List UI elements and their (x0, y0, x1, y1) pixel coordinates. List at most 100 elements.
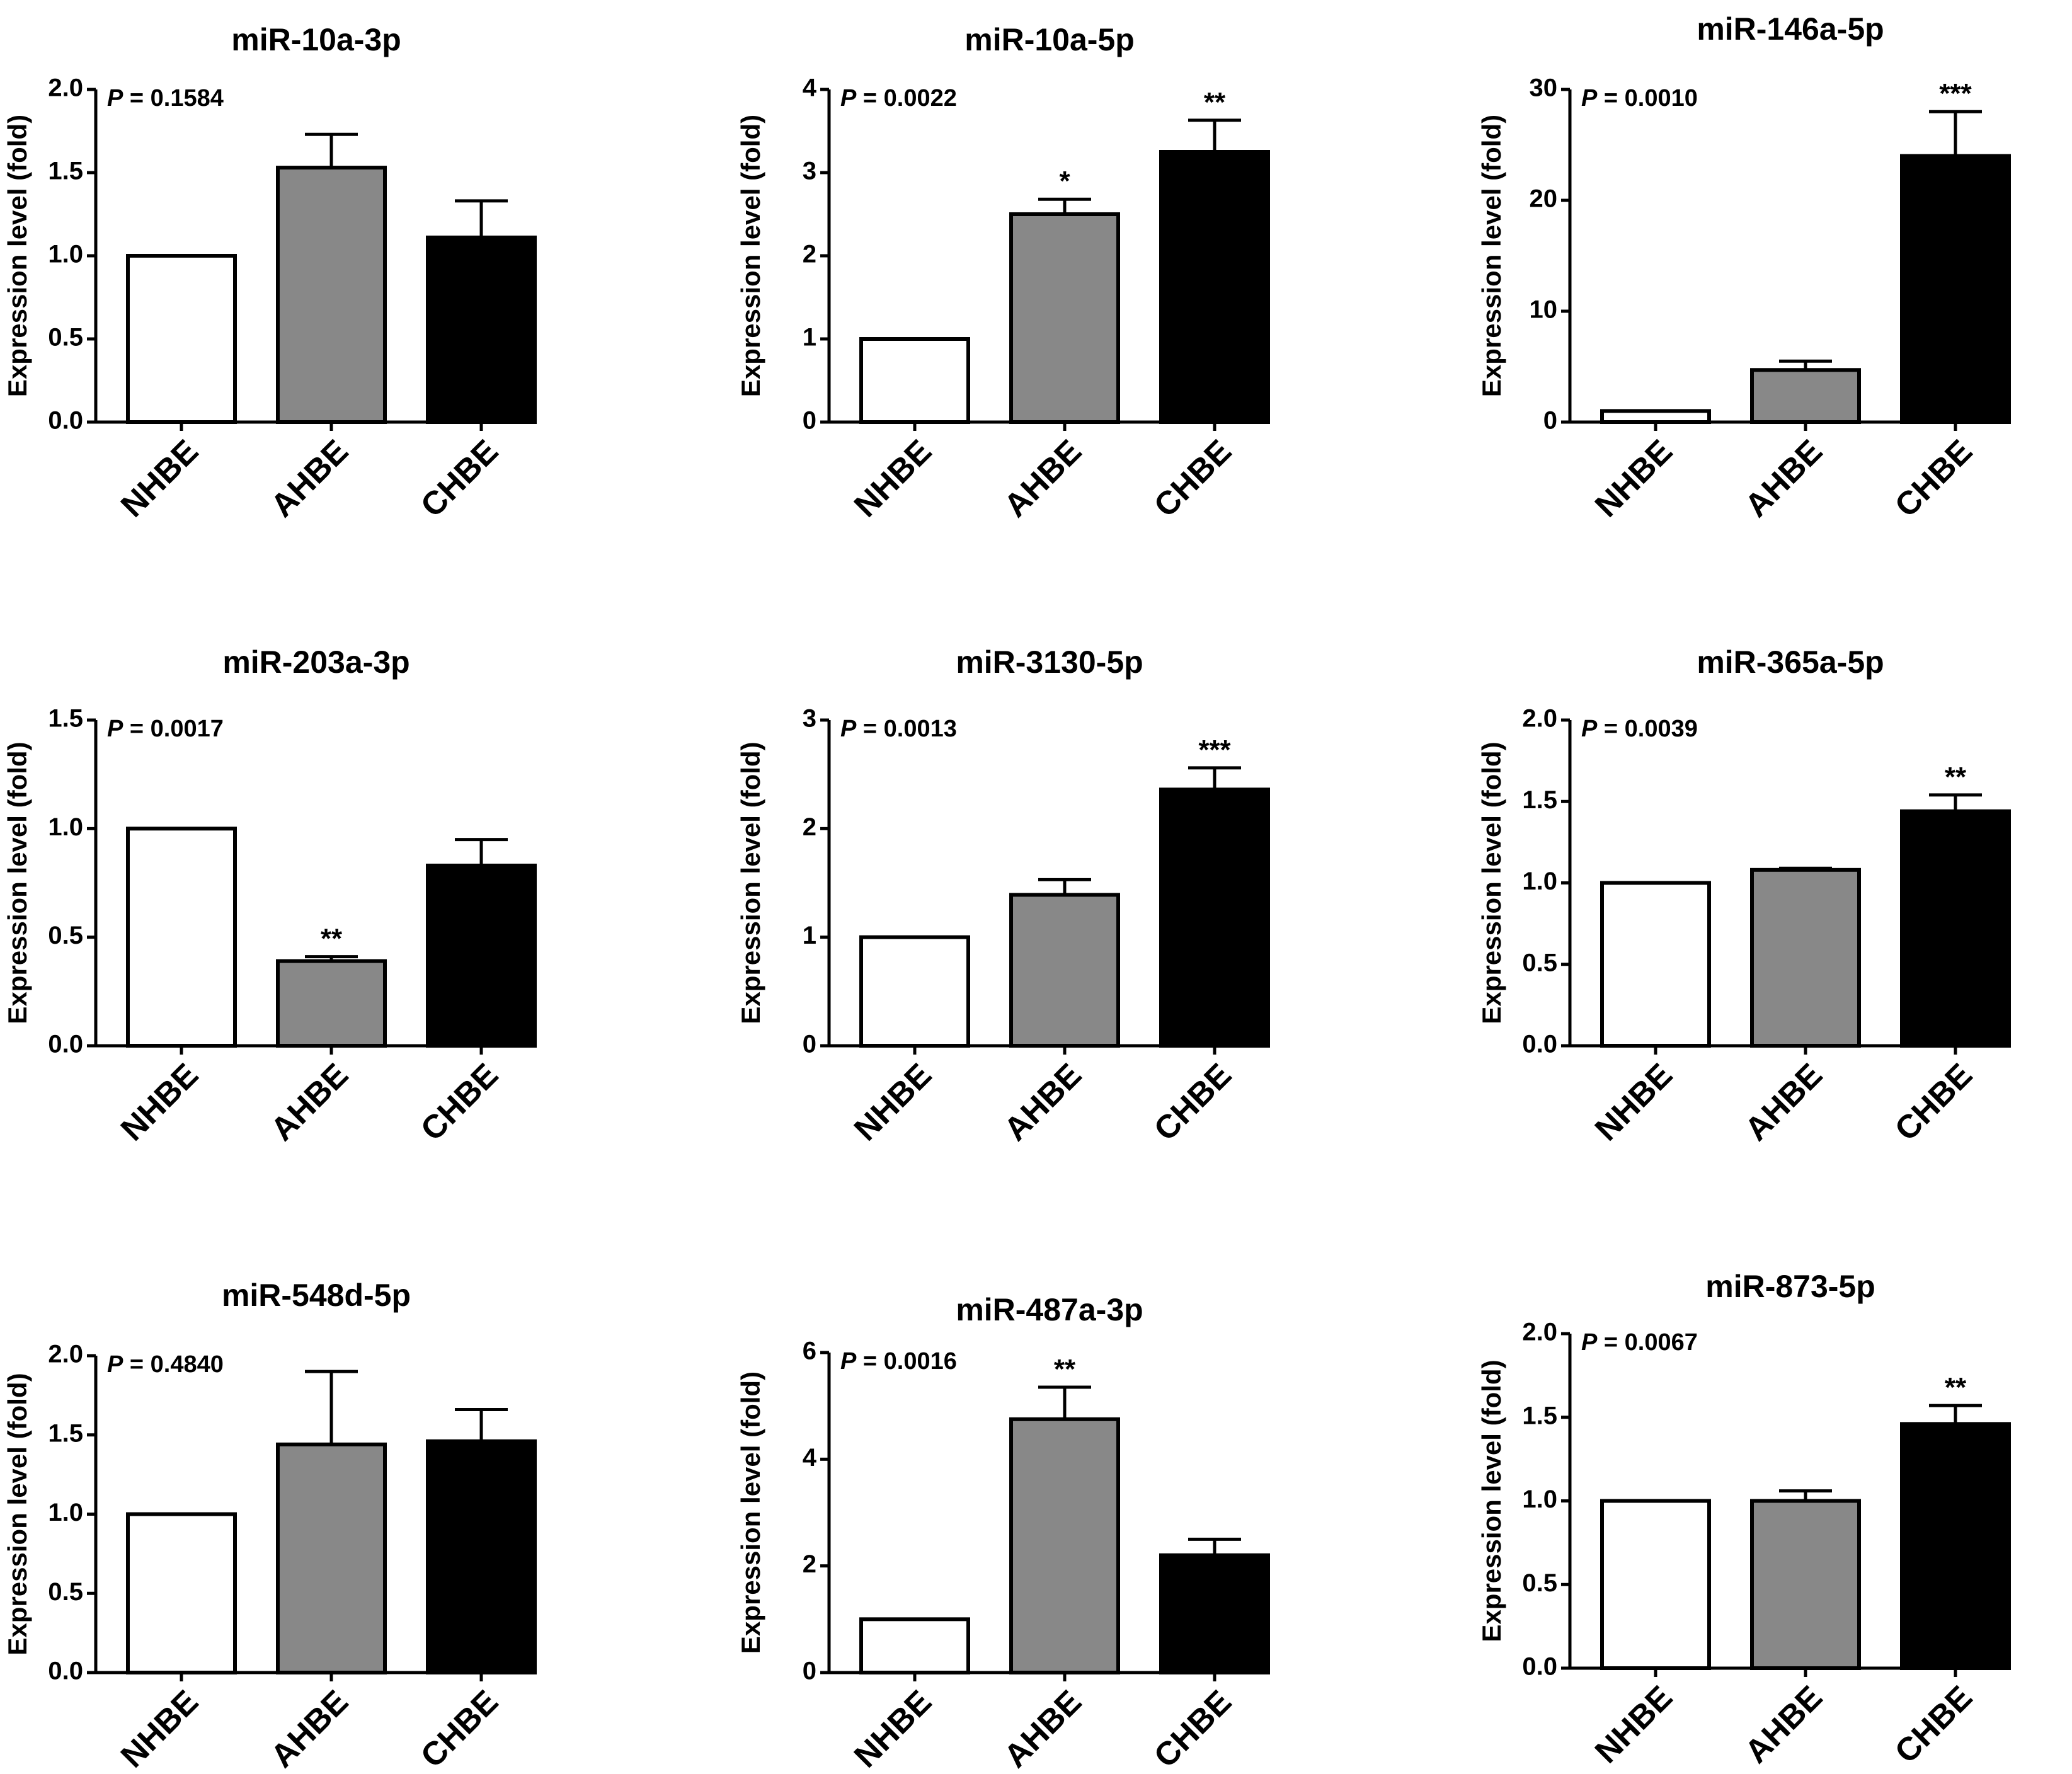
p-value: = 0.0039 (1604, 716, 1698, 742)
x-tick-label: CHBE (414, 433, 505, 524)
bar-ahbe (1009, 893, 1120, 1048)
x-tick-label: NHBE (847, 1056, 939, 1148)
significance-marker: ** (1054, 1354, 1076, 1385)
y-tick-label: 2.0 (1522, 1319, 1557, 1346)
significance-marker: ** (321, 924, 343, 954)
bar-ahbe (276, 1442, 387, 1675)
bar-chbe (1159, 1553, 1270, 1675)
y-tick-label: 1.0 (1522, 867, 1557, 895)
p-value: = 0.1584 (130, 85, 224, 112)
bar-chbe (1159, 787, 1270, 1048)
x-tick-label: CHBE (414, 1683, 505, 1774)
bar-ahbe (1009, 1417, 1120, 1674)
y-tick-label: 0 (803, 1657, 816, 1685)
chart-panel: miR-10a-5p Expression level (fold) 0 1 2 3 4 P … (736, 22, 1270, 524)
x-tick-label: NHBE (1588, 1056, 1680, 1148)
chart-title: miR-203a-3p (222, 644, 409, 680)
p-value: = 0.0010 (1604, 85, 1698, 112)
y-axis-label: Expression level (fold) (1477, 1359, 1506, 1642)
x-tick-label: NHBE (847, 1683, 939, 1774)
y-tick-label: 0 (803, 407, 816, 435)
chart-title: miR-3130-5p (956, 644, 1143, 680)
chart-title: miR-487a-3p (956, 1292, 1143, 1327)
bar-ahbe (276, 959, 387, 1048)
p-value-label: P = 0.0017 (107, 716, 224, 742)
y-axis-label: Expression level (fold) (3, 741, 32, 1024)
x-tick-label: CHBE (1888, 433, 1979, 524)
bar-chbe (1159, 150, 1270, 424)
x-tick-label: AHBE (264, 1683, 355, 1774)
y-tick-label: 1.0 (48, 813, 83, 841)
p-value-label: P = 0.0016 (840, 1348, 957, 1375)
p-symbol: P (840, 716, 857, 742)
y-axis-label: Expression level (fold) (1477, 741, 1506, 1024)
bar-nhbe (126, 254, 237, 424)
y-tick-label: 0.5 (1522, 949, 1557, 976)
y-tick-label: 1 (803, 922, 816, 949)
y-tick-label: 0.0 (48, 407, 83, 435)
p-value: = 0.0017 (130, 716, 224, 742)
significance-marker: ** (1204, 87, 1226, 118)
y-tick-label: 1.5 (48, 1419, 83, 1447)
x-tick-label: NHBE (114, 433, 205, 524)
chart-panel: miR-146a-5p Expression level (fold) 0 10 20 3… (1477, 11, 2011, 524)
y-tick-label: 30 (1530, 74, 1558, 102)
chart-panel: miR-10a-3p Expression level (fold) 0.0 0.5 1… (3, 22, 537, 524)
y-tick-label: 0.5 (48, 324, 83, 352)
x-tick-label: CHBE (1888, 1679, 1979, 1770)
y-tick-label: 2.0 (48, 74, 83, 102)
y-axis-label: Expression level (fold) (3, 1373, 32, 1655)
bar-nhbe (859, 1617, 970, 1674)
y-tick-label: 1.5 (1522, 786, 1557, 814)
y-tick-label: 6 (803, 1337, 816, 1365)
p-symbol: P (107, 716, 123, 742)
y-tick-label: 2 (803, 241, 816, 268)
bar-nhbe (1600, 881, 1711, 1048)
bar-ahbe (1009, 212, 1120, 424)
y-tick-label: 1.5 (1522, 1402, 1557, 1429)
y-axis-label: Expression level (fold) (3, 115, 32, 397)
bar-ahbe (1750, 867, 1861, 1048)
significance-marker: ** (1945, 762, 1967, 793)
p-symbol: P (1581, 716, 1598, 742)
y-axis-label: Expression level (fold) (1477, 115, 1506, 397)
y-axis-label: Expression level (fold) (736, 741, 765, 1024)
p-value-label: P = 0.0039 (1581, 716, 1698, 742)
bar-nhbe (126, 1512, 237, 1674)
y-tick-label: 0.0 (1522, 1031, 1557, 1058)
y-tick-label: 3 (803, 705, 816, 733)
x-tick-label: NHBE (847, 433, 939, 524)
bar-ahbe (276, 166, 387, 424)
chart-title: miR-873-5p (1705, 1269, 1875, 1304)
p-symbol: P (840, 1348, 857, 1375)
p-value: = 0.4840 (130, 1351, 224, 1378)
p-value: = 0.0016 (863, 1348, 957, 1375)
y-tick-label: 2.0 (48, 1341, 83, 1368)
p-value: = 0.0067 (1604, 1329, 1698, 1356)
x-tick-label: AHBE (1738, 1679, 1829, 1770)
y-tick-label: 2.0 (1522, 705, 1557, 733)
chart-panel: miR-365a-5p Expression level (fold) 0.0 0.5… (1477, 644, 2011, 1148)
bar-chbe (426, 863, 537, 1048)
y-tick-label: 20 (1530, 185, 1558, 213)
y-tick-label: 1.5 (48, 157, 83, 185)
p-value-label: P = 0.0022 (840, 85, 957, 112)
bar-ahbe (1750, 368, 1861, 425)
y-tick-label: 4 (803, 1444, 817, 1472)
y-tick-label: 1.5 (48, 705, 83, 733)
y-tick-label: 0.0 (48, 1031, 83, 1058)
bar-chbe (1900, 154, 2011, 424)
y-tick-label: 1 (803, 324, 816, 352)
y-tick-label: 1.0 (1522, 1485, 1557, 1513)
p-value-label: P = 0.4840 (107, 1351, 224, 1378)
x-tick-label: CHBE (1888, 1056, 1979, 1148)
y-tick-label: 0.5 (48, 922, 83, 949)
x-tick-label: AHBE (1738, 1056, 1829, 1148)
x-tick-label: AHBE (997, 1056, 1089, 1148)
significance-marker: *** (1939, 78, 1972, 109)
y-tick-label: 3 (803, 157, 816, 185)
bar-chbe (1900, 1422, 2011, 1671)
x-tick-label: NHBE (1588, 1679, 1680, 1770)
chart-title: miR-146a-5p (1697, 11, 1884, 47)
